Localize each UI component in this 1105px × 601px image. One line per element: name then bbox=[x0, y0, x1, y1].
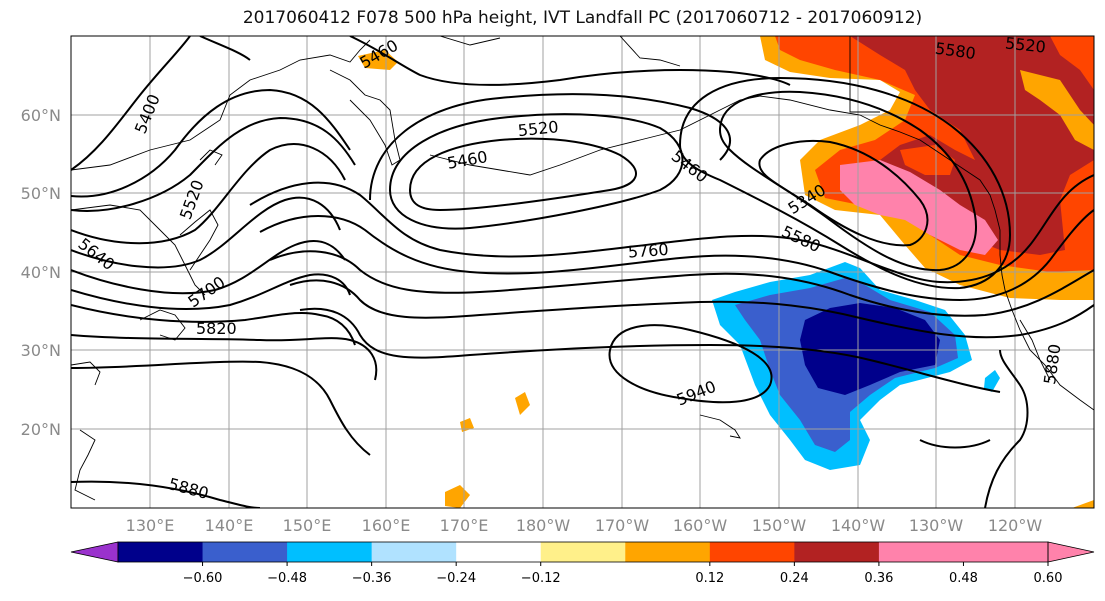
colorbar-segment bbox=[202, 542, 288, 562]
lon-label: 150°W bbox=[752, 516, 807, 535]
lon-label: 160°E bbox=[362, 516, 411, 535]
ivt-blob bbox=[515, 392, 530, 415]
coastlines bbox=[71, 36, 1094, 501]
ivt-blob bbox=[358, 50, 398, 70]
colorbar-tick-label: −0.36 bbox=[352, 571, 392, 586]
colorbar-tick-label: 0.12 bbox=[695, 571, 724, 586]
colorbar-tick-label: 0.48 bbox=[949, 571, 978, 586]
contour-label: 5520 bbox=[517, 117, 559, 140]
colorbar-extend-low bbox=[70, 541, 119, 563]
colorbar-segment bbox=[794, 542, 880, 562]
map-frame bbox=[70, 35, 1095, 509]
contour-label: 5820 bbox=[196, 319, 237, 338]
map-title: 2017060412 F078 500 hPa height, IVT Land… bbox=[242, 8, 923, 28]
colorbar-tick-label: −0.12 bbox=[521, 571, 561, 586]
lon-label: 140°W bbox=[831, 516, 886, 535]
lon-label: 150°E bbox=[283, 516, 332, 535]
colorbar-segment bbox=[963, 542, 1049, 562]
lon-label: 170°E bbox=[440, 516, 489, 535]
longitude-labels: 130°E 140°E 150°E 160°E 170°E 180°W 170°… bbox=[126, 516, 1043, 535]
colorbar-segment bbox=[118, 542, 204, 562]
lat-label: 40°N bbox=[21, 263, 61, 282]
colorbar-segment bbox=[540, 542, 626, 562]
colorbar-segment bbox=[878, 542, 964, 562]
colorbar-segment bbox=[371, 542, 457, 562]
colorbar-segment bbox=[456, 542, 542, 562]
lat-label: 50°N bbox=[21, 184, 61, 203]
lon-label: 120°W bbox=[988, 516, 1043, 535]
lon-label: 170°W bbox=[595, 516, 650, 535]
colorbar-tick-label: −0.24 bbox=[436, 571, 476, 586]
ivt-blob bbox=[1072, 500, 1094, 508]
lon-label: 130°W bbox=[909, 516, 964, 535]
lon-label: 180°W bbox=[516, 516, 571, 535]
lat-label: 20°N bbox=[21, 420, 61, 439]
colorbar-tick-label: −0.60 bbox=[183, 571, 223, 586]
height-contours bbox=[71, 36, 1094, 508]
lat-label: 60°N bbox=[21, 106, 61, 125]
lon-label: 160°W bbox=[673, 516, 728, 535]
lat-label: 30°N bbox=[21, 341, 61, 360]
colorbar-tick-label: 0.36 bbox=[864, 571, 893, 586]
colorbar-tick-label: 0.60 bbox=[1034, 571, 1063, 586]
colorbar: −0.60 −0.48 −0.36 −0.24 −0.12 0.12 0.24 0.36 0.4… bbox=[70, 541, 1095, 586]
lon-label: 140°E bbox=[205, 516, 254, 535]
colorbar-segment bbox=[287, 542, 373, 562]
contour-label: 5520 bbox=[1004, 33, 1046, 56]
ivt-negative-region bbox=[712, 262, 1000, 470]
colorbar-segment bbox=[625, 542, 711, 562]
colorbar-extend-high bbox=[1047, 541, 1095, 563]
colorbar-frame bbox=[117, 541, 1049, 563]
colorbar-tick-label: −0.48 bbox=[267, 571, 307, 586]
lon-label: 130°E bbox=[126, 516, 175, 535]
colorbar-segment bbox=[709, 542, 795, 562]
latitude-labels: 60°N 50°N 40°N 30°N 20°N bbox=[21, 106, 61, 439]
contour-label: 5760 bbox=[627, 240, 669, 262]
colorbar-tick-label: 0.24 bbox=[780, 571, 809, 586]
